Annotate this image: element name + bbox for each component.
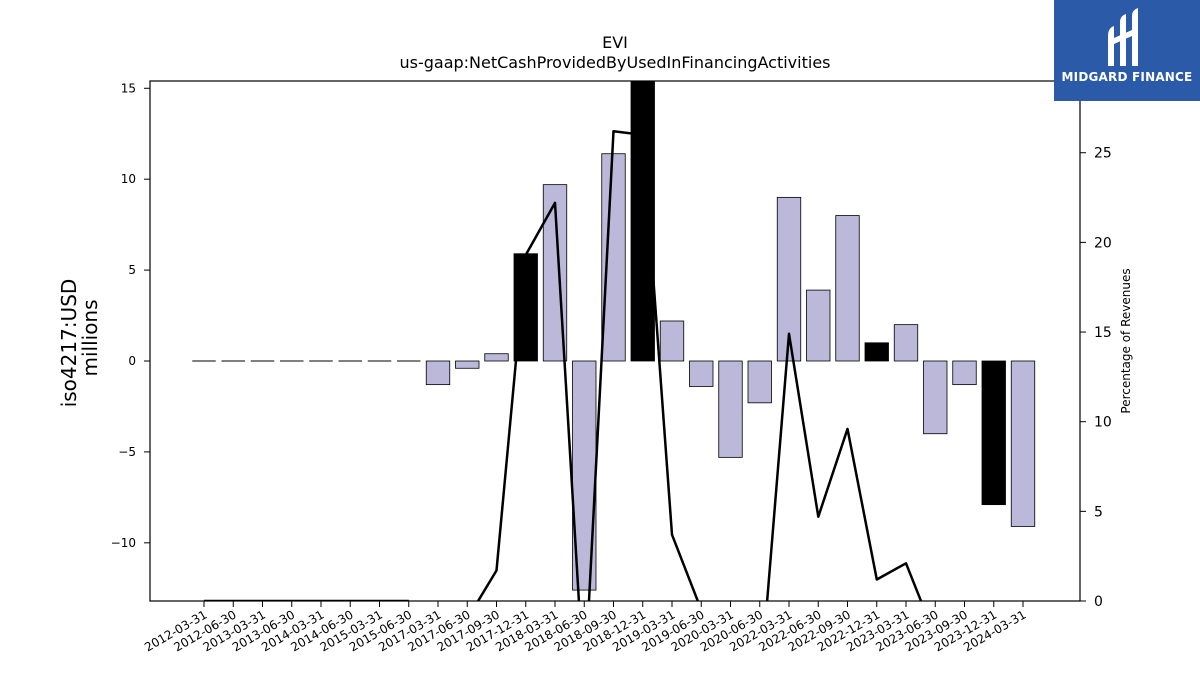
chart-subtitle: us-gaap:NetCashProvidedByUsedInFinancing… — [399, 53, 830, 72]
bar-2023-06-30 — [923, 360, 948, 435]
bar-2022-12-31 — [864, 342, 889, 362]
left-tick-label: 5 — [128, 263, 136, 277]
right-tick-label: 5 — [1094, 504, 1103, 520]
bar-2020-06-30 — [747, 360, 772, 404]
right-tick-label: 10 — [1094, 415, 1112, 431]
brand-name: MIDGARD FINANCE — [1061, 70, 1193, 84]
left-tick-label: 15 — [121, 81, 136, 95]
left-axis-label-line2: millions — [78, 299, 102, 376]
left-tick-label: 10 — [121, 172, 136, 186]
bar-2022-09-30 — [835, 215, 860, 362]
bar-2024-03-31 — [1010, 360, 1036, 527]
bar-2023-03-31 — [893, 324, 919, 362]
bar-2017-09-30 — [484, 353, 509, 362]
bar-2017-06-30 — [455, 360, 480, 369]
left-tick-label: −5 — [118, 445, 136, 459]
left-tick-label: 0 — [128, 354, 136, 368]
percentage-line — [476, 129, 923, 601]
right-tick-label: 20 — [1094, 235, 1112, 251]
midgard-logo: MIDGARD FINANCE — [1054, 0, 1200, 101]
bar-2019-06-30 — [689, 360, 714, 387]
right-tick-label: 15 — [1094, 325, 1112, 341]
right-tick-label: 0 — [1094, 594, 1103, 610]
bar-2022-06-30 — [806, 289, 831, 362]
midgard-logo-icon — [1108, 8, 1138, 66]
bar-2020-03-31 — [718, 360, 743, 458]
right-axis-label: Percentage of Revenues — [1119, 268, 1133, 413]
bar-2022-03-31 — [776, 196, 802, 362]
plot-frame — [149, 80, 1081, 602]
bar-2018-09-30 — [601, 153, 626, 362]
bar-2023-09-30 — [952, 360, 977, 386]
right-tick-label: 25 — [1094, 146, 1112, 162]
bar-2019-03-31 — [659, 320, 685, 362]
chart-title: EVI — [602, 33, 628, 52]
left-tick-label: −10 — [111, 536, 136, 550]
bar-2018-12-31 — [630, 81, 655, 362]
bar-2023-12-31 — [981, 360, 1006, 506]
left-axis-label-line1: iso4217:USD — [57, 279, 81, 408]
bar-2017-03-31 — [425, 360, 451, 386]
